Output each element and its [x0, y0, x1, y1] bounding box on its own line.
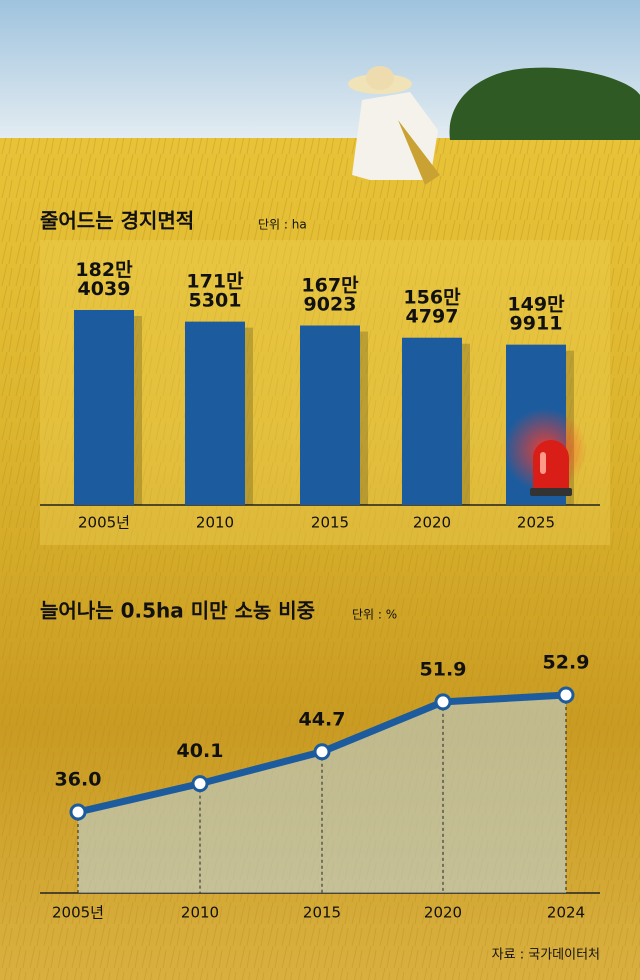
x-tick-label: 2005년 [52, 904, 104, 922]
x-tick-label: 2020 [413, 514, 451, 532]
value-label: 51.9 [420, 658, 467, 680]
unit-label: 단위 : ha [258, 218, 307, 232]
value-label: 44.7 [299, 708, 346, 730]
marker [191, 775, 209, 793]
bar [74, 310, 134, 505]
x-tick-label: 2020 [424, 904, 462, 922]
source: 자료 : 국가데이터처 [492, 948, 600, 963]
x-tick-label: 2010 [181, 904, 219, 922]
value-label: 171만 5301 [186, 270, 244, 311]
marker [557, 686, 575, 704]
x-tick-label: 2015 [303, 904, 341, 922]
value-label: 149만 9911 [507, 293, 565, 334]
value-label: 167만 9023 [301, 274, 359, 315]
farmer [348, 66, 440, 185]
x-tick-label: 2015 [311, 514, 349, 532]
value-label: 40.1 [177, 740, 224, 762]
marker [69, 803, 87, 821]
line-group: 36.0 2005년 40.1 2010 44.7 2015 51.9 2020 52.9 202… [52, 652, 589, 922]
value-label: 156만 4797 [403, 286, 461, 327]
siren [503, 408, 587, 496]
value-label: 36.0 [55, 769, 102, 791]
chart-title: 줄어드는 경지면적 [40, 209, 194, 233]
unit-label: 단위 : % [352, 608, 397, 622]
trees [449, 67, 640, 140]
value-label: 52.9 [543, 652, 590, 674]
x-tick-label: 2025 [517, 514, 555, 532]
value-label: 182만 4039 [75, 259, 133, 300]
x-tick-label: 2010 [196, 514, 234, 532]
bar [402, 337, 462, 505]
bar [185, 321, 245, 505]
marker [313, 743, 331, 761]
chart-title: 늘어나는 0.5ha 미만 소농 비중 [40, 599, 315, 623]
x-tick-label: 2005년 [78, 514, 130, 532]
bar [300, 325, 360, 505]
x-tick-label: 2024 [547, 904, 585, 922]
marker [434, 693, 452, 711]
